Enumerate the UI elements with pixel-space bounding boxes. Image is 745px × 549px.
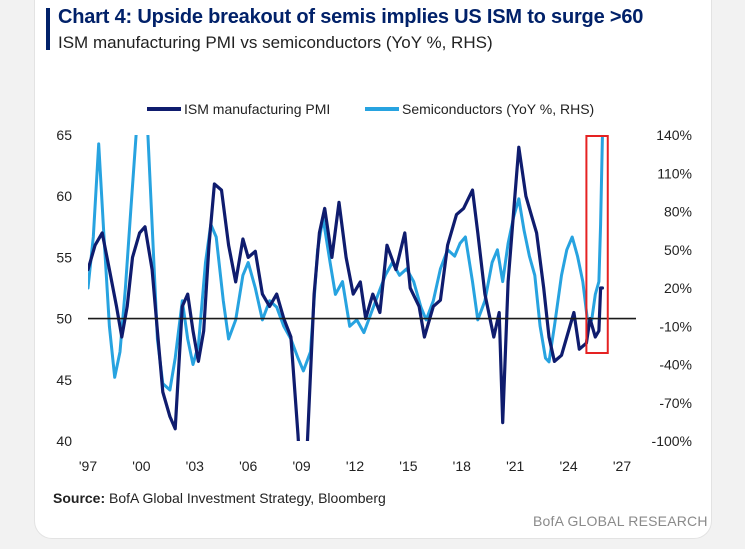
right-tick-label: -10% bbox=[659, 318, 692, 334]
source-text: BofA Global Investment Strategy, Bloombe… bbox=[105, 490, 386, 506]
right-tick-label: 80% bbox=[664, 204, 692, 220]
chart-subtitle: ISM manufacturing PMI vs semiconductors … bbox=[58, 33, 493, 52]
x-tick-label: '15 bbox=[399, 458, 417, 474]
x-tick-label: '24 bbox=[559, 458, 577, 474]
right-tick-label: -70% bbox=[659, 395, 692, 411]
x-tick-label: '27 bbox=[613, 458, 631, 474]
left-tick-label: 55 bbox=[56, 249, 72, 265]
x-tick-label: '97 bbox=[79, 458, 97, 474]
left-tick-label: 65 bbox=[56, 127, 72, 143]
right-axis: -100% -70% -40% -10% 20% 50% 80% 110% 140% bbox=[652, 127, 692, 449]
x-tick-label: '03 bbox=[186, 458, 204, 474]
series-line-semis bbox=[88, 135, 604, 392]
left-tick-label: 60 bbox=[56, 188, 72, 204]
right-tick-label: -40% bbox=[659, 357, 692, 373]
reference-layer bbox=[88, 135, 636, 354]
x-tick-label: '18 bbox=[453, 458, 471, 474]
left-axis: 40 45 50 55 60 65 bbox=[56, 127, 72, 449]
legend: ISM manufacturing PMI Semiconductors (YoY… bbox=[147, 101, 594, 117]
legend-label-ism: ISM manufacturing PMI bbox=[184, 101, 330, 117]
x-tick-label: '09 bbox=[292, 458, 310, 474]
x-tick-label: '12 bbox=[346, 458, 364, 474]
brand-footer: BofA GLOBAL RESEARCH bbox=[533, 513, 708, 529]
chart-title: Chart 4: Upside breakout of semis implie… bbox=[58, 6, 644, 28]
x-axis: '97 '00 '03 '06 '09 '12 '15 '18 '21 '24 '27 bbox=[79, 458, 631, 474]
right-tick-label: 20% bbox=[664, 280, 692, 296]
source-label: Source: bbox=[53, 490, 106, 506]
x-tick-label: '21 bbox=[506, 458, 524, 474]
right-tick-label: 50% bbox=[664, 242, 692, 258]
left-tick-label: 45 bbox=[56, 372, 72, 388]
source-note: Source: BofA Global Investment Strategy,… bbox=[53, 490, 386, 506]
left-tick-label: 40 bbox=[56, 433, 72, 449]
title-accent-bar bbox=[46, 8, 50, 50]
left-tick-label: 50 bbox=[56, 311, 72, 327]
right-tick-label: 110% bbox=[657, 165, 692, 181]
series-line-ism bbox=[88, 145, 604, 441]
legend-label-semis: Semiconductors (YoY %, RHS) bbox=[402, 101, 594, 117]
x-tick-label: '00 bbox=[132, 458, 150, 474]
right-tick-label: -100% bbox=[652, 433, 692, 449]
highlight-box bbox=[585, 135, 609, 354]
series-layer bbox=[88, 135, 604, 441]
right-tick-label: 140% bbox=[656, 127, 692, 143]
x-tick-label: '06 bbox=[239, 458, 257, 474]
